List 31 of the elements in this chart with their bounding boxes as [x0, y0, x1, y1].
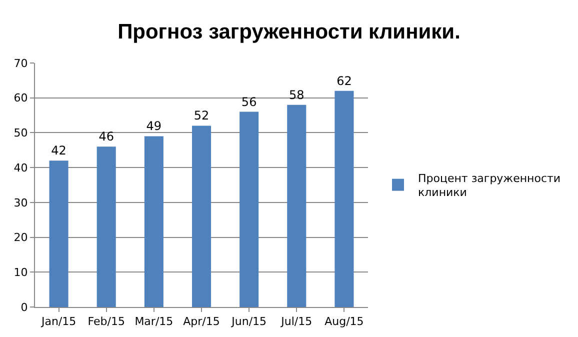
- bar: [49, 160, 68, 307]
- data-label: 58: [289, 88, 304, 102]
- data-label: 42: [51, 144, 66, 158]
- data-label: 52: [194, 108, 210, 123]
- bar: [334, 90, 354, 307]
- x-tick-label: Feb/15: [88, 315, 125, 328]
- x-tick-label: Apr/15: [183, 315, 220, 328]
- y-tick-label: 70: [14, 56, 28, 70]
- y-tick-label: 20: [14, 231, 28, 244]
- legend-label: Процент загруженности клиники: [418, 172, 561, 200]
- y-tick-label: 40: [14, 161, 28, 174]
- x-tick-label: Mar/15: [134, 315, 174, 328]
- y-tick-label: 10: [14, 266, 28, 279]
- data-label: 56: [241, 94, 257, 109]
- data-label: 49: [146, 119, 162, 134]
- x-tick-label: Jan/15: [40, 315, 76, 328]
- y-tick-label: 0: [20, 300, 28, 314]
- bar: [287, 104, 306, 307]
- x-tick-label: Jun/15: [230, 315, 267, 328]
- bar: [192, 126, 212, 307]
- x-tick-label: Jul/15: [280, 315, 312, 328]
- y-tick-label: 30: [14, 196, 28, 210]
- data-label: 62: [336, 74, 352, 88]
- y-tick-label: 50: [14, 126, 28, 140]
- y-tick-label: 60: [14, 92, 28, 105]
- data-label: 46: [98, 130, 114, 144]
- bar: [96, 146, 116, 307]
- chart-title: Прогноз загруженности клиники.: [118, 20, 460, 44]
- x-tick-label: Aug/15: [324, 315, 364, 328]
- bar: [240, 112, 259, 307]
- bar: [144, 136, 164, 307]
